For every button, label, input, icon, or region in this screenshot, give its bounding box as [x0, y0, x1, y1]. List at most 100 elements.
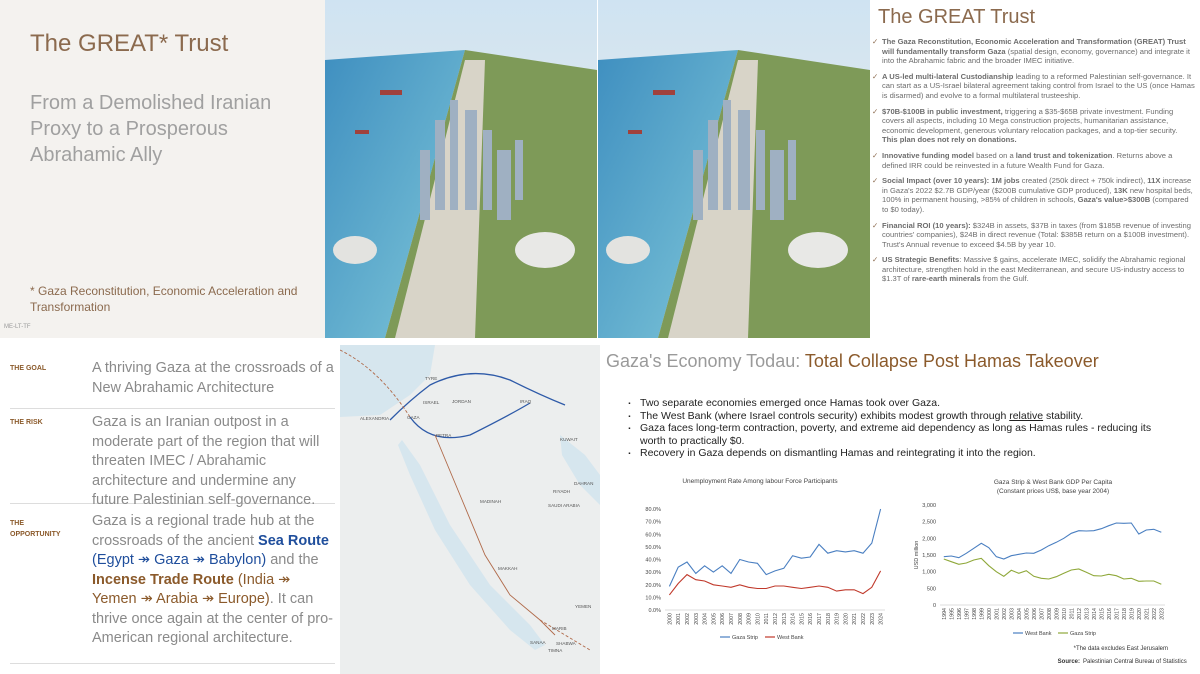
line-series	[943, 522, 1162, 560]
x-tick-label: 2005	[1024, 608, 1030, 620]
x-tick-label: 2018	[826, 613, 832, 625]
text-run: based on a	[973, 150, 1016, 160]
chart-title: Gaza Strip & West Bank GDP Per Capita	[994, 479, 1113, 486]
x-tick-label: 2014	[1092, 608, 1098, 620]
line-series	[668, 570, 882, 596]
text-run: The West Bank (where Israel controls sec…	[640, 409, 1010, 422]
x-tick-label: 2008	[1047, 608, 1053, 620]
text-run: Financial ROI (10 years):	[882, 220, 973, 230]
text-run: The Gaza Reconstitution, Economic Accele…	[882, 37, 1186, 56]
y-tick-label: 50.0%	[645, 545, 661, 551]
pillar-label: THE RISK	[10, 419, 43, 426]
text-run: (spatial design, economy, governance) an…	[882, 46, 1190, 66]
pillar-label: THE OPPORTUNITY	[10, 520, 61, 538]
x-tick-label: 2016	[808, 613, 814, 625]
y-tick-label: 60.0%	[645, 532, 661, 538]
text-run: : Massive $ gains, accelerate IMEC, soli…	[882, 255, 1186, 284]
source: Palestinian Central Bureau of Statistics	[1083, 659, 1187, 665]
y-tick-label: 10.0%	[645, 595, 661, 601]
text-run: This plan does not rely on donations.	[882, 135, 1017, 145]
x-tick-label: 2015	[799, 613, 805, 625]
x-tick-label: 2006	[720, 613, 726, 625]
text-run: (Egypt ↠ Gaza ↠ Babylon)	[92, 552, 267, 568]
x-tick-label: 2008	[738, 613, 744, 625]
x-tick-label: 2021	[852, 613, 858, 625]
source-label: Source:	[1058, 659, 1080, 665]
bullet: A US-led multi-lateral Custodianship lea…	[872, 71, 1195, 101]
bullet: Social Impact (over 10 years): 1M jobs c…	[872, 176, 1195, 214]
map-label: MARIB	[552, 626, 567, 631]
x-tick-label: 2013	[782, 613, 788, 625]
text-run: Gaza faces long-term contraction, povert…	[640, 422, 1152, 447]
text-run: Sea Route	[258, 532, 329, 549]
x-tick-label: 2019	[1129, 608, 1135, 620]
bullet: Innovative funding model based on a land…	[872, 150, 1195, 170]
pillar-text: A thriving Gaza at the crossroads of a N…	[92, 359, 337, 398]
line-series	[943, 557, 1162, 585]
pillars: THE GOAL A thriving Gaza at the crossroad…	[0, 345, 340, 674]
text-run: increase in Gaza's 2022 $2.7B GDP/year (…	[882, 176, 1192, 195]
text-run: new hospital beds, 100% in permanent hou…	[882, 185, 1193, 205]
x-tick-label: 2022	[861, 613, 867, 625]
bullet: The Gaza Reconstitution, Economic Accele…	[872, 37, 1195, 66]
footnote: * Gaza Reconstitution, Economic Accelera…	[30, 284, 298, 314]
text-run: (India ↠ Yemen ↠ Arabia ↠ Europe)	[92, 571, 291, 608]
y-tick-label: 0	[933, 603, 936, 609]
text-run: Gaza's value>$300B	[1077, 195, 1151, 205]
x-tick-label: 2004	[1017, 608, 1023, 620]
x-tick-label: 2023	[870, 613, 876, 625]
x-tick-label: 2017	[1114, 608, 1120, 620]
x-tick-label: 2022	[1152, 608, 1158, 620]
legend-label: West Bank	[777, 635, 804, 641]
subtitle: From a Demolished Iranian Proxy to a Pro…	[30, 92, 272, 166]
text-run: $324B in assets, $37B in taxes (from $18…	[882, 220, 1191, 249]
code: ME-LT-TF	[4, 324, 31, 330]
text-run: Two separate economies emerged once Hama…	[640, 397, 940, 409]
x-tick-label: 2012	[773, 613, 779, 625]
text-run: Incense Trade Route	[92, 571, 234, 588]
x-tick-label: 2010	[1062, 608, 1068, 620]
text-run: Gaza is a regional trade hub at the cros…	[92, 513, 315, 549]
economy-panel: Gaza's Economy Todau: Total Collapse Pos…	[600, 345, 1200, 674]
y-axis-label: USD million	[914, 541, 920, 570]
x-tick-label: 2000	[667, 613, 673, 625]
map-label: ALEXANDRIA	[360, 416, 390, 421]
x-tick-label: 1997	[964, 608, 970, 620]
x-tick-label: 1994	[942, 608, 948, 620]
map-label: JORDAN	[452, 399, 471, 404]
text-run: US Strategic Benefits	[882, 255, 960, 265]
bullet: $70B-$100B in public investment, trigger…	[872, 107, 1195, 145]
intro-panel: The GREAT* Trust From a Demolished Irani…	[0, 0, 325, 338]
x-tick-label: 2019	[835, 613, 841, 625]
y-tick-label: 500	[927, 586, 936, 592]
x-tick-label: 2018	[1122, 608, 1128, 620]
x-tick-label: 2017	[817, 613, 823, 625]
y-tick-label: 2,000	[922, 536, 936, 542]
pillar-label: THE GOAL	[10, 365, 47, 372]
map-label: SAUDI ARABIA	[548, 503, 581, 508]
x-tick-label: 2009	[747, 613, 753, 625]
text-run: . Returns above a defined IRR could be r…	[882, 150, 1173, 170]
text-run: Total Collapse Post Hamas Takeover	[804, 351, 1099, 371]
trust-bullets: The Gaza Reconstitution, Economic Accele…	[870, 37, 1195, 290]
x-tick-label: 2002	[1002, 608, 1008, 620]
legend-label: Gaza Strip	[732, 635, 758, 641]
x-tick-label: 2003	[694, 613, 700, 625]
map-label: SHABWA	[556, 641, 577, 646]
x-tick-label: 2000	[987, 608, 993, 620]
map-label: GAZA	[407, 415, 420, 420]
trust-panel: The GREAT Trust The Gaza Reconstitution,…	[870, 0, 1200, 338]
text-run: leading to a reformed Palestinian self-g…	[882, 71, 1195, 100]
chart-title: Unemployment Rate Among labour Force Par…	[682, 478, 838, 485]
trust-title: The GREAT Trust	[878, 6, 1036, 28]
map-label: RIYADH	[553, 489, 570, 494]
map-label: MAKKAH	[498, 566, 517, 571]
y-tick-label: 1,500	[922, 553, 936, 559]
x-tick-label: 2001	[994, 608, 1000, 620]
y-tick-label: 2,500	[922, 520, 936, 526]
bullet: Recovery in Gaza depends on dismantling …	[628, 445, 1168, 460]
text-run: (compared to $0 today).	[882, 195, 1189, 214]
x-tick-label: 2012	[1077, 608, 1083, 620]
